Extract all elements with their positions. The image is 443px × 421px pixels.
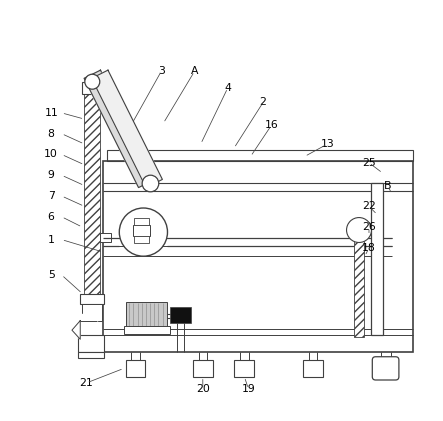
Bar (364, 229, 371, 235)
Circle shape (142, 175, 159, 192)
Bar (134, 218, 149, 225)
Text: A: A (191, 67, 198, 76)
Bar (103, 161, 412, 352)
Circle shape (119, 208, 167, 256)
Bar (78, 352, 105, 358)
Bar (234, 360, 254, 377)
Text: 2: 2 (260, 98, 267, 107)
Bar (100, 232, 111, 242)
Bar (349, 222, 369, 230)
Bar (82, 82, 102, 94)
Bar (107, 150, 412, 161)
Text: 25: 25 (362, 158, 376, 168)
Circle shape (85, 74, 100, 89)
Text: 22: 22 (362, 201, 376, 211)
Text: 8: 8 (48, 129, 54, 139)
Text: 21: 21 (80, 378, 93, 388)
Text: 4: 4 (224, 83, 231, 93)
Text: 13: 13 (321, 139, 334, 149)
Text: 20: 20 (196, 384, 210, 394)
Text: 11: 11 (44, 108, 58, 118)
Bar (82, 304, 102, 321)
Bar (124, 326, 170, 334)
Text: 6: 6 (48, 212, 54, 222)
Bar (85, 94, 100, 293)
Bar (78, 335, 105, 352)
Bar (133, 225, 151, 236)
Text: 16: 16 (264, 120, 278, 131)
Polygon shape (92, 70, 163, 188)
Text: 3: 3 (158, 67, 165, 76)
FancyBboxPatch shape (372, 357, 399, 380)
Text: 9: 9 (48, 170, 54, 180)
Bar (303, 360, 323, 377)
Polygon shape (72, 321, 80, 339)
Bar (134, 236, 149, 243)
Text: 10: 10 (44, 149, 58, 160)
Bar (126, 302, 167, 327)
Text: B: B (384, 181, 392, 191)
Text: 7: 7 (48, 191, 54, 201)
Text: 19: 19 (241, 384, 255, 394)
Text: 18: 18 (362, 243, 376, 253)
Text: 5: 5 (48, 270, 54, 280)
Polygon shape (80, 314, 97, 321)
Text: 1: 1 (48, 234, 54, 245)
Polygon shape (84, 70, 155, 188)
Bar (354, 233, 364, 337)
Bar (125, 360, 145, 377)
Bar (193, 360, 213, 377)
Circle shape (346, 218, 372, 242)
Bar (80, 293, 105, 304)
Text: 26: 26 (362, 222, 376, 232)
Bar (350, 229, 368, 237)
Bar (371, 184, 383, 335)
Bar (170, 307, 191, 322)
